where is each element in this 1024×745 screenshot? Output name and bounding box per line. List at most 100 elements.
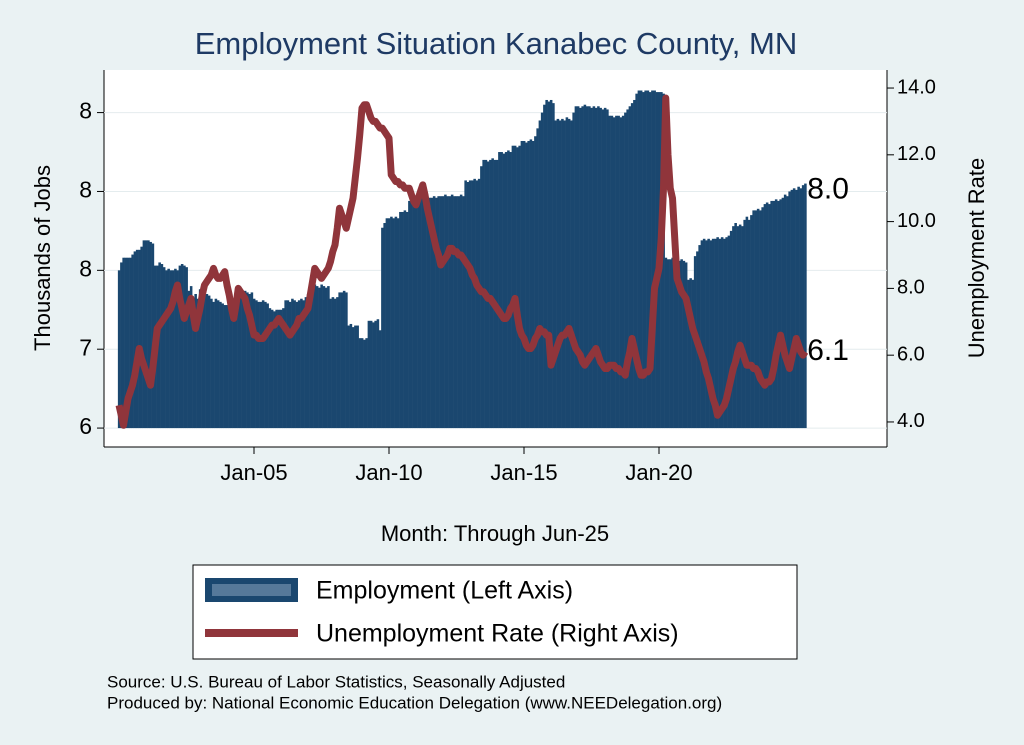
bar [275,309,278,429]
bar [210,298,213,429]
bar [700,240,704,429]
end-label: 8.0 [807,172,849,205]
bar [279,309,283,429]
bar [457,196,461,429]
bar [493,159,497,429]
bar [412,199,416,429]
bar [617,115,620,429]
bar [588,106,591,429]
bar [570,120,573,429]
bar [250,292,254,429]
bar [333,298,337,429]
bar [466,181,470,429]
bar [149,241,152,429]
bar [691,279,695,429]
bar [792,188,796,429]
bar [252,298,256,429]
bar [714,238,717,429]
y2-tick-label: 10.0 [897,210,936,232]
bar [799,188,803,429]
bar [518,145,521,429]
bar [327,286,330,429]
bar [230,305,233,429]
bar [707,238,710,429]
bar [151,243,155,429]
bar [340,292,344,429]
bar [734,223,737,429]
bar [421,197,425,429]
bar [192,305,195,429]
bar [122,257,125,429]
bar [131,254,134,429]
bar [653,90,656,429]
bar [223,305,227,429]
x-tick-label: Jan-05 [220,460,287,485]
bar [576,106,580,429]
bar [304,297,308,429]
bar [462,196,465,429]
bar [342,290,346,429]
bar [291,298,294,429]
bar [221,303,224,429]
bar [464,180,467,429]
bar [527,140,530,429]
bar [531,140,535,429]
bar [790,189,794,429]
bar [682,260,686,429]
bar [349,323,353,429]
bar [709,240,713,429]
bar [639,90,643,429]
bar [439,196,443,429]
bar [529,139,533,429]
bar [567,118,571,429]
bar [624,112,627,429]
bar [756,208,760,429]
bar [117,270,121,429]
bar [554,120,557,429]
bar [338,292,341,429]
bar [725,237,728,429]
bar [266,303,269,429]
bar [228,303,231,429]
bar [689,278,692,429]
bar [237,303,240,429]
bar [259,301,263,429]
bar [133,251,137,429]
bar [234,305,238,429]
source-note: Source: U.S. Bureau of Labor Statistics,… [107,672,565,691]
x-tick-label: Jan-15 [490,460,557,485]
bar [423,197,427,429]
bar [225,305,229,429]
bar [160,264,164,429]
bar [750,215,753,429]
bar [387,218,391,429]
bar [669,259,672,429]
bar [284,300,287,429]
bar [525,142,528,429]
bar [435,197,438,429]
bar [774,199,778,429]
bar [599,107,602,429]
bar [711,238,715,429]
y-tick-label: 8 [79,177,92,203]
bar [601,109,605,429]
bar [648,92,652,429]
bar [205,293,209,429]
bar [543,104,546,429]
bar [738,224,742,429]
bar [781,197,785,429]
y2-tick-label: 14.0 [897,76,936,98]
bar [243,290,247,429]
bar [592,106,596,429]
bar [169,270,173,429]
bar [162,267,166,429]
bar [432,196,436,429]
bar [673,259,677,429]
bar [129,257,132,429]
bar [606,109,609,429]
bar [619,117,623,429]
bar [680,259,683,429]
bar [630,103,634,429]
y-axis-title: Thousands of Jobs [30,165,55,351]
bar [615,115,618,429]
